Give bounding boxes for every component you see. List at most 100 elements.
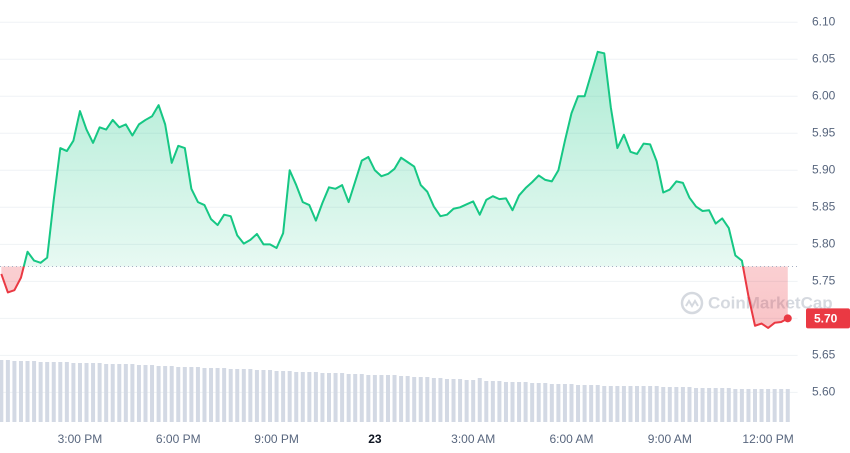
volume-bar [576,385,581,422]
current-price-box [806,308,850,329]
volume-bar [84,363,89,422]
volume-bar [490,381,495,422]
volume-bar [621,386,626,422]
volume-bar [261,370,266,422]
y-tick-label: 5.95 [812,125,836,139]
volume-bar [287,371,292,422]
volume-bar [517,382,522,422]
volume-bar [589,385,594,422]
y-tick-label: 5.75 [812,274,836,288]
volume-bar [150,365,155,422]
volume-bar [746,389,751,422]
volume-bar [700,388,705,422]
area-up [1,51,788,267]
volume-bar [680,387,685,422]
volume-bar [556,384,561,422]
current-price-label: 5.70 [814,312,838,326]
y-tick-label: 6.10 [812,14,836,28]
y-tick-label: 5.65 [812,348,836,362]
volume-bar [536,383,541,422]
volume-bar [458,379,463,422]
volume-bar [0,360,4,422]
volume-bar [366,375,371,422]
volume-bar [281,371,286,422]
y-tick-label: 6.05 [812,51,836,65]
volume-bar [530,383,535,422]
volume-bar [582,385,587,422]
volume-bar [123,364,128,422]
volume-bar [51,362,56,422]
volume-bar [91,363,96,422]
volume-bar [772,389,777,422]
volume-bar [726,388,731,422]
volume-bar [64,362,69,422]
volume-bar [608,386,613,422]
volume-bar [235,369,240,422]
volume-bar [661,387,666,422]
price-line-up [22,50,745,267]
volume-bar [320,373,325,422]
volume-bar [97,363,102,422]
volume-bar [110,364,115,422]
volume-bar [353,374,358,422]
volume-bar [615,386,620,422]
volume-bar [641,386,646,422]
volume-bar [720,388,725,422]
volume-bar [412,377,417,422]
x-tick-label: 9:00 PM [254,432,299,446]
volume-bar [372,375,377,422]
volume-bar [451,379,456,422]
volume-bar [45,362,50,422]
volume-bar [477,378,482,422]
volume-bar [654,386,659,422]
volume-bar [209,368,214,422]
volume-bar [77,363,82,422]
y-tick-label: 5.85 [812,199,836,213]
volume-bar [694,388,699,422]
volume-bar [385,375,390,422]
volume-bar [733,389,738,422]
volume-bar [667,387,672,422]
y-tick-label: 5.60 [812,385,836,399]
volume-bar [431,378,436,422]
volume-bar [228,369,233,422]
volume-bar [248,369,253,422]
volume-bar [333,373,338,422]
volume-bar [562,384,567,422]
volume-bar [399,376,404,422]
volume-bar [143,365,148,422]
y-tick-label: 5.80 [812,236,836,250]
volume-bar [300,372,305,422]
volume-bar [32,361,37,422]
volume-bar [117,364,122,422]
volume-bar [379,375,384,422]
volume-bar [294,372,299,422]
x-tick-label: 3:00 AM [451,432,495,446]
volume-bar [359,374,364,422]
volume-bar [18,361,23,422]
volume-bar [392,375,397,422]
volume-bar [707,388,712,422]
volume-bar [753,389,758,422]
x-tick-label: 6:00 PM [156,432,201,446]
volume-bar [104,364,109,422]
volume-bar [602,386,607,422]
volume-bar [687,387,692,422]
volume-bar [163,366,168,422]
volume-bar [497,381,502,422]
volume-bar [779,389,784,422]
volume-bar [425,377,430,422]
volume-bar [438,378,443,422]
volume-bar [635,386,640,422]
volume-bar [405,376,410,422]
y-tick-label: 6.00 [812,88,836,102]
volume-bar [215,368,220,422]
volume-bar [340,373,345,422]
x-tick-label: 9:00 AM [648,432,692,446]
volume-bar [510,382,515,422]
volume-bar [785,389,790,422]
volume-bar [130,364,135,422]
x-tick-label: 3:00 PM [58,432,103,446]
volume-bar [156,366,161,422]
